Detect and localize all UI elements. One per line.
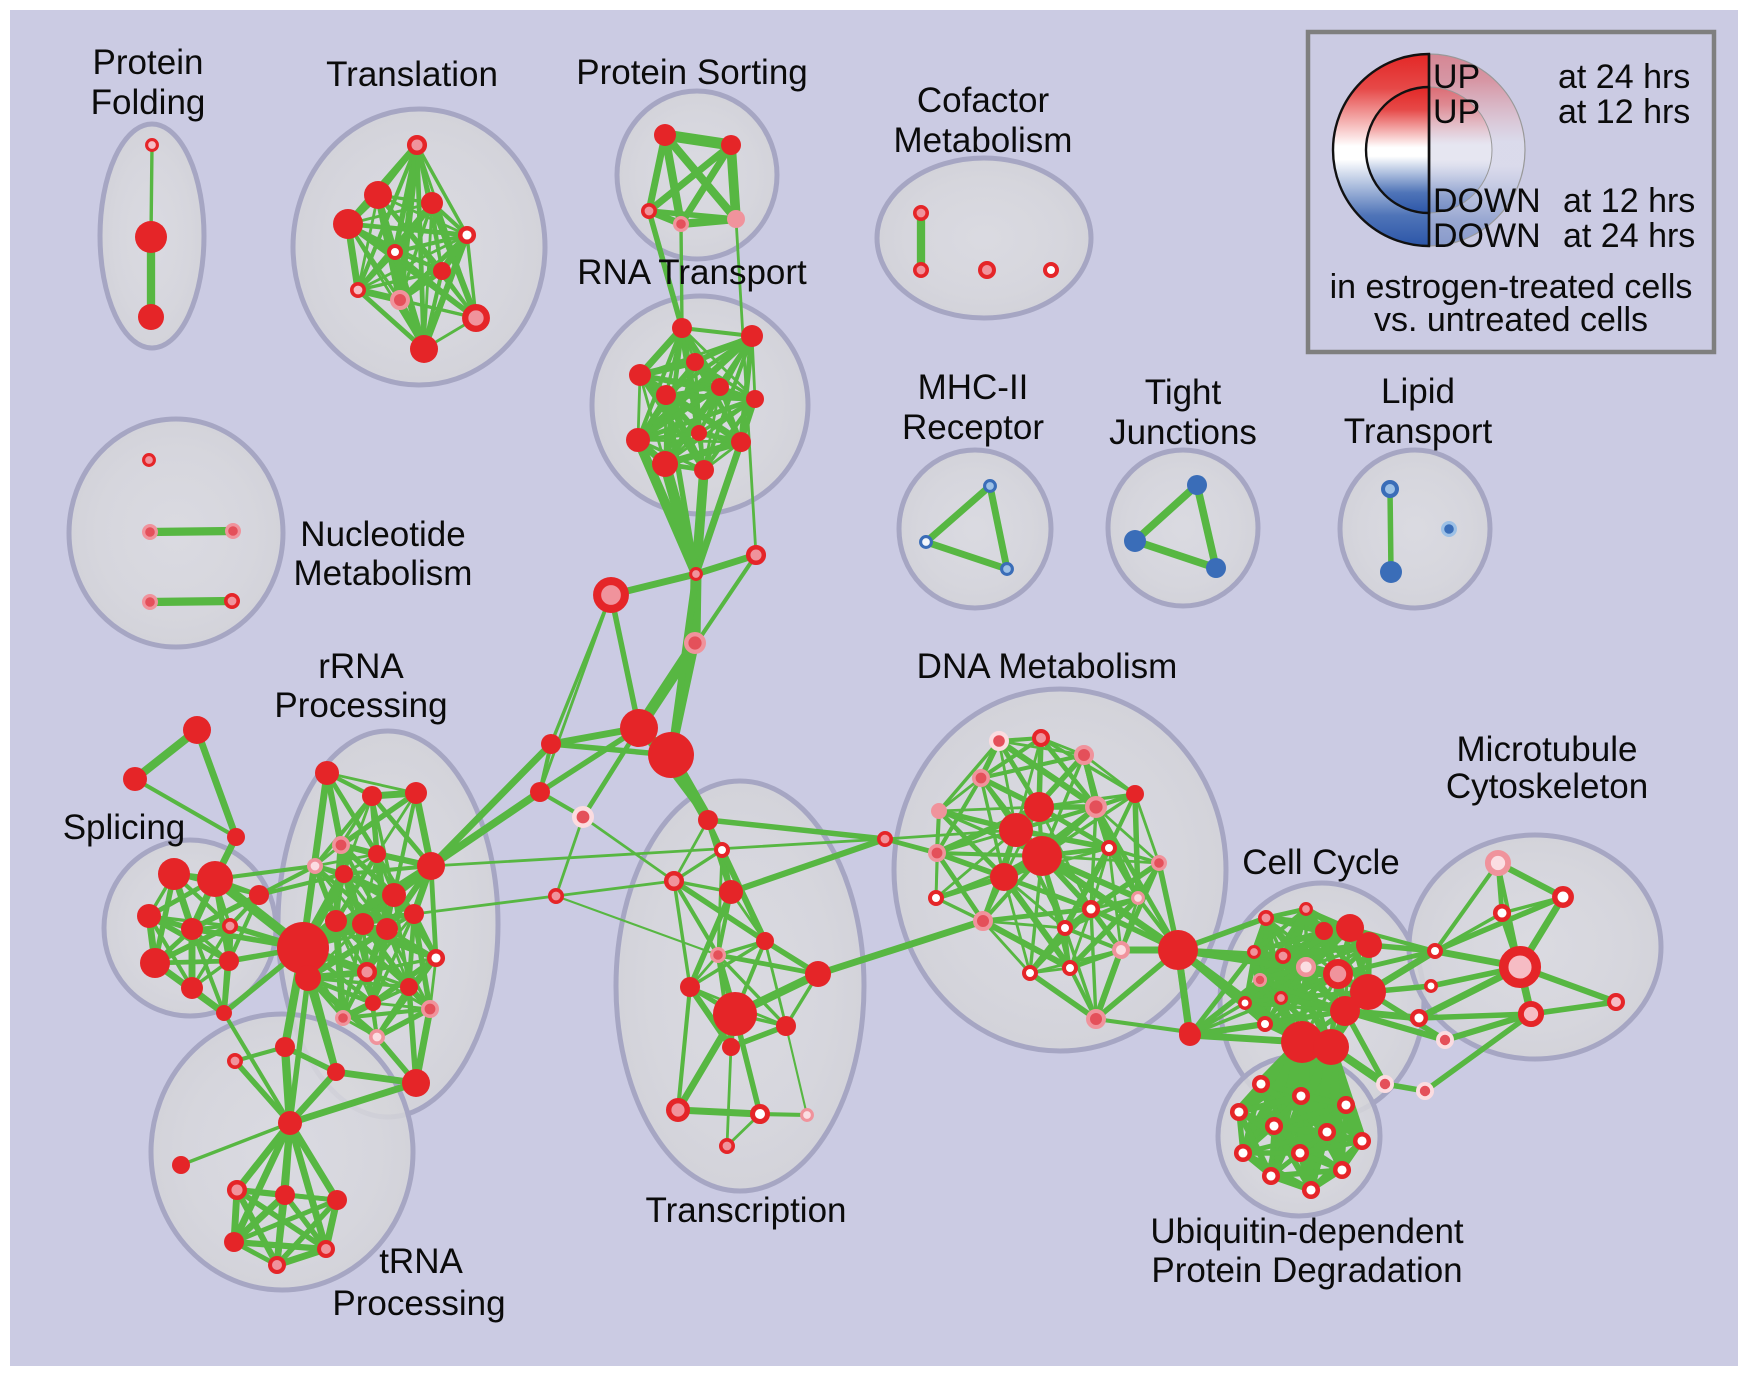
svg-text:Translation: Translation [326, 55, 498, 94]
svg-text:Cofactor: Cofactor [917, 81, 1050, 120]
svg-text:MHC-II: MHC-II [918, 368, 1029, 407]
svg-text:Cell Cycle: Cell Cycle [1242, 843, 1400, 882]
svg-text:Protein Degradation: Protein Degradation [1151, 1251, 1462, 1290]
svg-text:UP: UP [1433, 93, 1480, 131]
svg-text:Ubiquitin-dependent: Ubiquitin-dependent [1150, 1212, 1464, 1251]
svg-text:UP: UP [1433, 58, 1480, 96]
svg-text:Microtubule: Microtubule [1457, 730, 1638, 769]
svg-text:RNA Transport: RNA Transport [577, 253, 807, 292]
svg-text:DOWN: DOWN [1433, 217, 1541, 255]
svg-text:DNA Metabolism: DNA Metabolism [917, 647, 1178, 686]
svg-text:at 12 hrs: at 12 hrs [1563, 182, 1695, 220]
svg-text:Tight: Tight [1145, 373, 1222, 412]
svg-text:at 24 hrs: at 24 hrs [1558, 58, 1690, 96]
svg-text:Junctions: Junctions [1109, 413, 1257, 452]
svg-text:Protein: Protein [93, 43, 204, 82]
svg-text:Processing: Processing [274, 686, 447, 725]
svg-text:at 12 hrs: at 12 hrs [1558, 93, 1690, 131]
svg-text:Metabolism: Metabolism [294, 554, 473, 593]
svg-text:Nucleotide: Nucleotide [300, 515, 465, 554]
svg-text:Protein Sorting: Protein Sorting [576, 53, 808, 92]
svg-text:Cytoskeleton: Cytoskeleton [1446, 767, 1648, 806]
svg-text:Lipid: Lipid [1381, 372, 1455, 411]
svg-text:Transcription: Transcription [646, 1191, 847, 1230]
svg-text:Transport: Transport [1344, 412, 1493, 451]
svg-text:tRNA: tRNA [379, 1242, 463, 1281]
svg-text:rRNA: rRNA [318, 647, 404, 686]
svg-text:Receptor: Receptor [902, 408, 1044, 447]
svg-text:in estrogen-treated cells: in estrogen-treated cells [1330, 268, 1693, 306]
svg-text:Metabolism: Metabolism [894, 121, 1073, 160]
svg-text:Folding: Folding [91, 83, 206, 122]
svg-text:DOWN: DOWN [1433, 182, 1541, 220]
svg-text:Splicing: Splicing [63, 808, 186, 847]
svg-text:Processing: Processing [332, 1284, 505, 1323]
svg-text:at 24 hrs: at 24 hrs [1563, 217, 1695, 255]
svg-text:vs. untreated cells: vs. untreated cells [1374, 301, 1648, 339]
